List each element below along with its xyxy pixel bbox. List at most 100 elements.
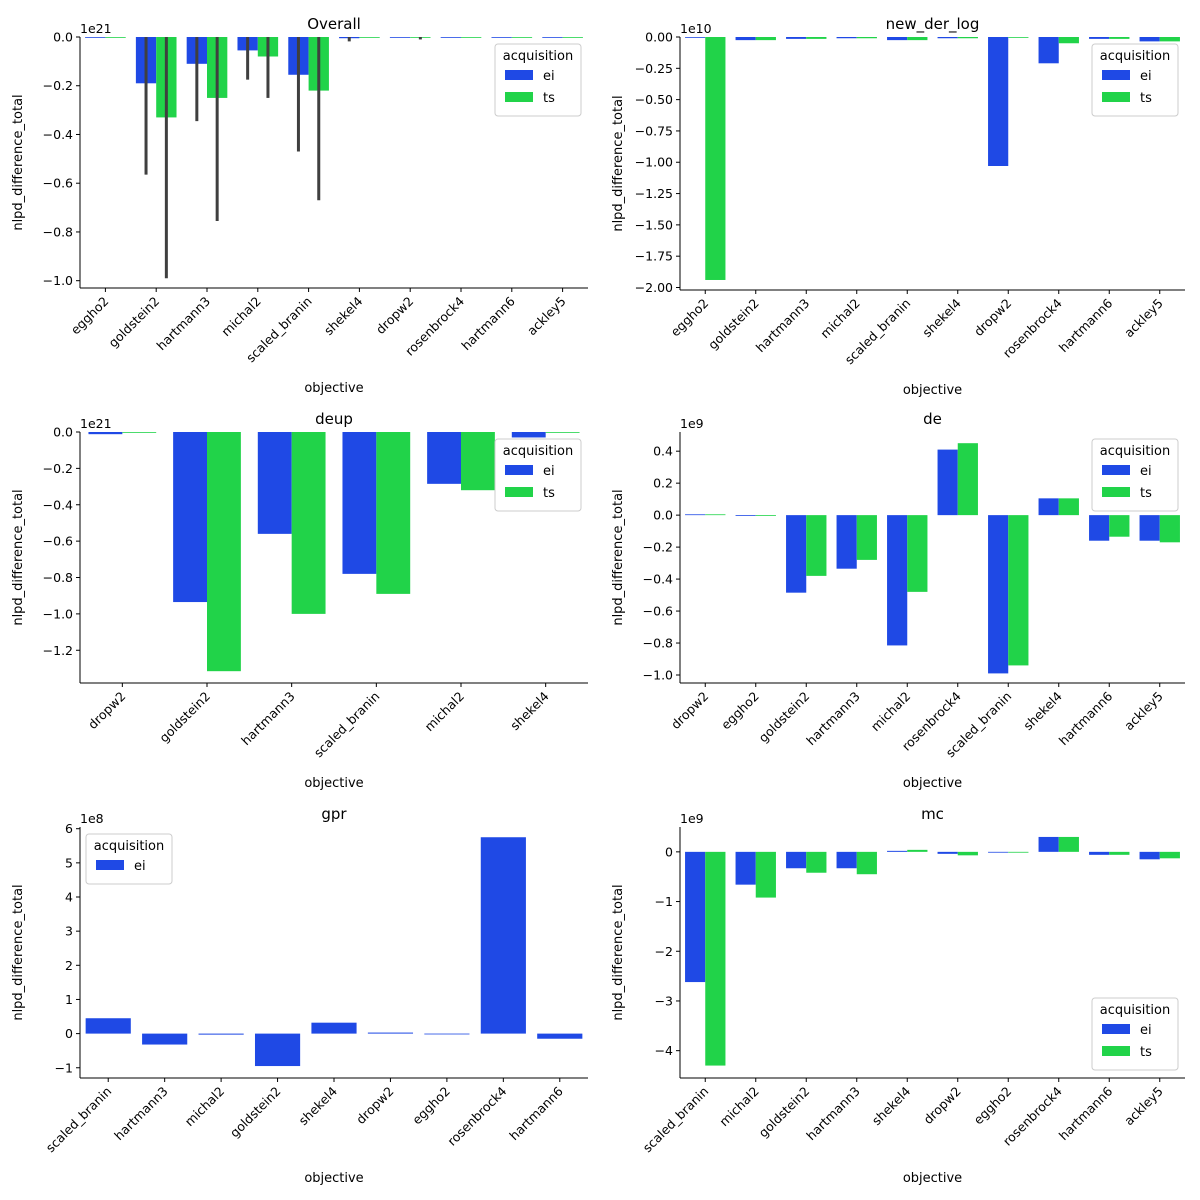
x-tick-label: eggho2 xyxy=(68,294,112,338)
x-axis-label: objective xyxy=(304,776,363,791)
bar-ts-shekel4 xyxy=(359,37,380,38)
legend-swatch-ts xyxy=(1102,487,1130,497)
bar-ts-hartmann6 xyxy=(511,37,533,38)
subplot-3: 0.4 0.2 0.0 −0.2 −0.4 −0.6 −0.8 −1.0 dropw2 eggho… xyxy=(611,410,1185,791)
x-axis-label: objective xyxy=(304,381,363,396)
bar-ei-goldstein2 xyxy=(254,1033,301,1067)
axis-scale-label: 1e9 xyxy=(680,811,704,826)
y-tick-label: −0.75 xyxy=(635,123,673,138)
y-tick-label: −0.4 xyxy=(643,572,673,587)
bar-ei-goldstein2 xyxy=(786,851,807,869)
y-tick-label: 4 xyxy=(65,890,73,905)
y-tick-label: −0.8 xyxy=(43,224,73,239)
legend-title: acquisition xyxy=(503,49,574,64)
legend: acquisition ei ts xyxy=(1091,438,1179,512)
x-tick-label: michal2 xyxy=(421,689,467,735)
x-tick-label: eggho2 xyxy=(409,1084,453,1128)
bar-ts-hartmann6 xyxy=(1109,851,1130,855)
subplot-title: mc xyxy=(921,805,944,823)
legend-entry-ei: ei xyxy=(1140,69,1152,84)
bar-ts-ackley5 xyxy=(562,37,583,38)
bar-ts-eggho2 xyxy=(705,37,726,280)
y-tick-label: −1 xyxy=(55,1060,73,1075)
bar-ei-hartmann6 xyxy=(1089,851,1110,855)
bar-ts-hartmann6 xyxy=(1109,515,1130,537)
legend-frame xyxy=(85,833,173,885)
axis-scale-label: 1e8 xyxy=(80,811,104,826)
x-tick-label: scaled_branin xyxy=(311,689,383,761)
bar-ei-scaled_branin xyxy=(887,37,908,41)
x-axis-label: objective xyxy=(903,776,962,791)
bar-ts-ackley5 xyxy=(1159,851,1180,859)
bar-ei-hartmann3 xyxy=(142,1033,188,1045)
bar-ts-eggho2 xyxy=(105,37,126,38)
x-tick-label: ackley5 xyxy=(524,294,569,339)
x-tick-label: hartmann3 xyxy=(111,1084,171,1144)
bar-ei-hartmann3 xyxy=(257,432,292,534)
x-tick-label: shekel4 xyxy=(507,688,552,733)
bar-ei-rosenbrock4 xyxy=(1038,37,1059,64)
subplot-title: new_der_log xyxy=(886,15,980,34)
bar-ei-ackley5 xyxy=(1139,515,1160,541)
bar-ei-shekel4 xyxy=(887,850,908,852)
bar-ts-scaled_branin xyxy=(376,432,411,594)
x-tick-label: hartmann3 xyxy=(154,294,214,354)
bar-ei-rosenbrock4 xyxy=(480,837,526,1034)
bar-ei-goldstein2 xyxy=(786,515,807,593)
x-tick-label: hartmann6 xyxy=(1056,688,1116,748)
legend: acquisition ei ts xyxy=(1091,43,1179,117)
y-tick-label: −0.4 xyxy=(43,127,73,142)
subplot-0: 0.0−0.2−0.4−0.6−0.8−1.0eggho2goldstein2h… xyxy=(11,15,588,396)
x-tick-label: shekel4 xyxy=(321,293,366,338)
x-tick-label: hartmann3 xyxy=(753,296,813,356)
bar-ei-hartmann3 xyxy=(836,851,857,869)
bar-ei-eggho2 xyxy=(85,37,106,38)
bar-ts-hartmann6 xyxy=(1109,37,1130,39)
bar-ei-rosenbrock4 xyxy=(937,449,958,516)
subplot-title: Overall xyxy=(307,15,361,33)
legend-swatch-ts xyxy=(505,92,533,102)
legend-entry-ts: ts xyxy=(1140,486,1152,501)
bar-ei-rosenbrock4 xyxy=(1038,836,1059,852)
legend-swatch-ei xyxy=(1102,70,1130,80)
bar-ts-hartmann3 xyxy=(856,851,877,875)
legend: acquisition ei ts xyxy=(494,438,582,512)
bar-ei-shekel4 xyxy=(311,1022,357,1034)
x-tick-label: shekel4 xyxy=(919,295,964,340)
x-tick-label: dropw2 xyxy=(373,294,417,338)
y-tick-label: −0.2 xyxy=(643,540,673,555)
legend-swatch-ei xyxy=(505,465,533,475)
x-axis-label: objective xyxy=(903,383,962,398)
x-tick-label: hartmann3 xyxy=(803,689,863,749)
x-tick-label: hartmann3 xyxy=(238,689,298,749)
bar-ts-hartmann3 xyxy=(291,432,326,614)
bar-ts-dropw2 xyxy=(705,514,726,516)
bar-ts-eggho2 xyxy=(1008,851,1029,853)
y-tick-label: −0.2 xyxy=(43,78,73,93)
x-tick-label: shekel4 xyxy=(1020,688,1065,733)
y-axis-label: nlpd_difference_total xyxy=(11,489,26,625)
bar-ei-hartmann6 xyxy=(1089,515,1110,541)
bar-ts-rosenbrock4 xyxy=(1058,836,1079,852)
y-tick-label: 0.4 xyxy=(653,444,673,459)
y-tick-label: 0.00 xyxy=(645,30,673,45)
axis-scale-label: 1e21 xyxy=(80,21,112,36)
legend: acquisition ei ts xyxy=(1091,997,1179,1071)
y-tick-label: −1.0 xyxy=(43,273,73,288)
x-tick-label: hartmann6 xyxy=(506,1083,566,1143)
legend-title: acquisition xyxy=(1100,444,1171,459)
y-tick-label: −3 xyxy=(655,993,673,1008)
x-tick-label: scaled_branin xyxy=(43,1084,115,1156)
bar-ei-shekel4 xyxy=(937,37,958,39)
y-axis-label: nlpd_difference_total xyxy=(611,884,626,1020)
bar-ts-rosenbrock4 xyxy=(1058,37,1079,44)
y-tick-label: −4 xyxy=(655,1043,673,1058)
y-tick-label: −2.00 xyxy=(635,280,673,295)
y-tick-label: 0.0 xyxy=(53,30,73,45)
x-tick-label: goldstein2 xyxy=(227,1084,284,1141)
legend-entry-ei: ei xyxy=(134,859,146,874)
x-tick-label: ackley5 xyxy=(1121,689,1166,734)
y-tick-label: 0.0 xyxy=(653,508,673,523)
